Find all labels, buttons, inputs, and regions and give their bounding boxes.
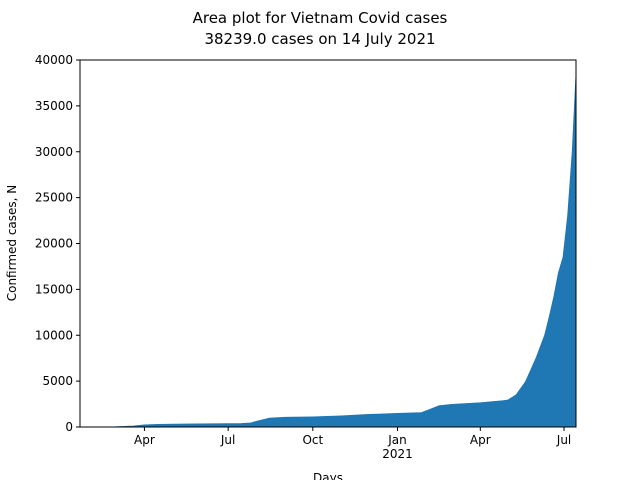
x-axis-label: Days bbox=[313, 471, 343, 480]
x-tick-label: Jul bbox=[220, 433, 236, 447]
y-tick-label: 30000 bbox=[35, 145, 73, 159]
chart-title: Area plot for Vietnam Covid cases bbox=[193, 9, 448, 27]
y-tick-label: 15000 bbox=[35, 282, 73, 296]
y-tick-label: 25000 bbox=[35, 191, 73, 205]
y-tick-label: 0 bbox=[65, 420, 73, 434]
y-tick-label: 40000 bbox=[35, 53, 73, 67]
y-tick-label: 20000 bbox=[35, 237, 73, 251]
y-tick-label: 5000 bbox=[42, 374, 73, 388]
x-tick-label: Apr bbox=[469, 433, 491, 447]
chart-subtitle: 38239.0 cases on 14 July 2021 bbox=[204, 30, 435, 48]
y-axis-label: Confirmed cases, N bbox=[5, 185, 19, 302]
plot-frame bbox=[79, 59, 577, 428]
y-tick-label: 35000 bbox=[35, 99, 73, 113]
x-tick-label: Oct bbox=[302, 433, 324, 447]
x-tick-label: Jul bbox=[556, 433, 572, 447]
x-tick-label: Apr bbox=[134, 433, 155, 447]
x-tick-label: Jan 2021 bbox=[382, 433, 413, 461]
area bbox=[79, 76, 577, 428]
y-tick-label: 10000 bbox=[35, 328, 73, 342]
